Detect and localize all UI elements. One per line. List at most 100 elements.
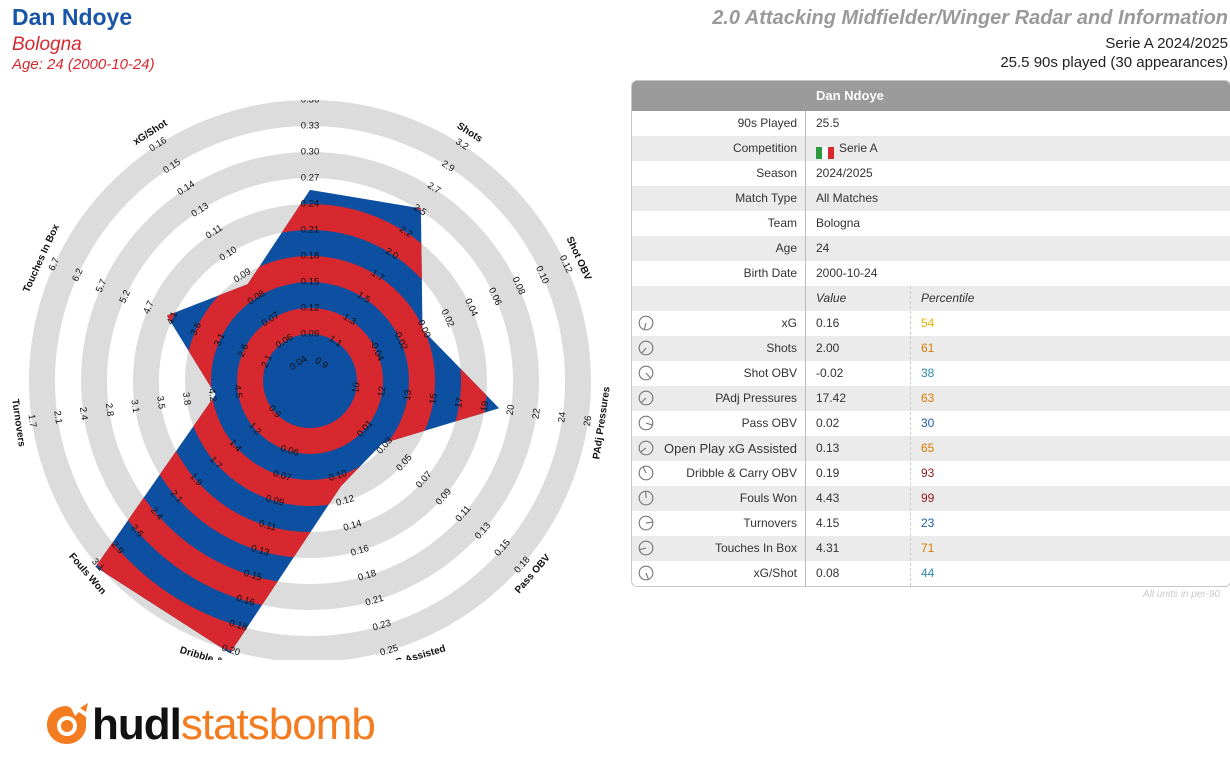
radar-tick-label: 0.16 [349, 543, 370, 559]
metric-percentile: 23 [921, 516, 935, 530]
radar-tick-label: 0.16 [235, 593, 256, 609]
metric-value: 0.08 [816, 566, 840, 580]
report-title: 2.0 Attacking Midfielder/Winger Radar an… [712, 7, 1228, 29]
metric-row: PAdj Pressures 17.42 63 [632, 386, 1230, 411]
info-row-label: Birth Date [743, 266, 797, 280]
radar-tick-label: 26 [582, 415, 594, 427]
metric-label: Dribble & Carry OBV [686, 466, 797, 480]
metric-percentile: 54 [921, 316, 935, 330]
radar-center [289, 360, 331, 402]
info-row-value: 2000-10-24 [816, 266, 878, 280]
radar-tick-label: 10 [350, 382, 362, 394]
radar-tick-label: 2.6 [236, 342, 251, 359]
metric-value: 0.13 [816, 441, 840, 455]
radar-chart: 0.09 0.12 0.15 0.18 0.21 0.24 0.27 0.30 0.33 0.36… [9, 100, 613, 660]
info-row-label: Team [767, 216, 797, 230]
info-panel-header: Dan Ndoye [632, 81, 1230, 111]
radar-tick-label: 0.06 [279, 443, 300, 459]
info-row: Age 24 [632, 236, 1230, 261]
metric-row: xG 0.16 54 [632, 311, 1230, 336]
gauge-icon [638, 365, 654, 390]
team-name: Bologna [12, 34, 82, 55]
radar-tick-label: 0.07 [272, 468, 293, 484]
radar-tick-label: 3.6 [189, 321, 204, 338]
metric-label: xG [781, 316, 797, 330]
italy-flag-icon [816, 143, 834, 159]
metric-value: 4.15 [816, 516, 840, 530]
metric-percentile: 38 [921, 366, 935, 380]
radar-axis-label: PAdj Pressures [591, 386, 612, 460]
radar-fill-band [237, 308, 383, 454]
radar-ring [29, 100, 591, 660]
radar-tick-label: 13 [402, 389, 414, 401]
radar-tick-label: 0.09 [301, 329, 320, 340]
info-row-label: Competition [732, 141, 797, 155]
metric-value: 0.16 [816, 316, 840, 330]
metric-label: PAdj Pressures [715, 391, 797, 405]
radar-tick-label: 4.7 [141, 299, 156, 316]
played-line: 25.5 90s played (30 appearances) [1000, 54, 1228, 71]
info-rows: 90s Played 25.5 Competition Serie A Season 20… [632, 111, 1230, 586]
radar-tick-label: 6.7 [47, 256, 62, 273]
gauge-icon [638, 490, 654, 515]
metric-label: Fouls Won [739, 491, 797, 505]
radar-axis-label: Turnovers [9, 398, 27, 448]
radar-tick-label: 2.4 [77, 406, 90, 421]
metric-percentile: 65 [921, 441, 935, 455]
radar-tick-label: 3.1 [128, 399, 141, 414]
radar-tick-label: 0.15 [242, 568, 263, 584]
metric-label: Turnovers [743, 516, 797, 530]
radar-tick-label: 3.8 [180, 391, 193, 406]
metric-label: Shot OBV [743, 366, 797, 380]
radar-tick-label: 5.2 [118, 288, 133, 305]
player-header: Dan Ndoye Bologna Age: 24 (2000-10-24) [12, 4, 155, 74]
metric-value: 0.02 [816, 416, 840, 430]
radar-ring [81, 152, 539, 610]
info-row-label: 90s Played [737, 116, 797, 130]
radar-tick-label: 0.33 [301, 121, 320, 132]
report-header: 2.0 Attacking Midfielder/Winger Radar an… [712, 6, 1228, 72]
metric-label: Pass OBV [741, 416, 797, 430]
radar-tick-label: 0.13 [250, 543, 271, 559]
metric-row: Dribble & Carry OBV 0.19 93 [632, 461, 1230, 486]
units-footnote: All units in per-90 [1142, 589, 1220, 600]
radar-tick-label: 5.7 [94, 278, 109, 295]
radar-tick-label: 0.20 [220, 643, 241, 659]
metric-row: Shot OBV -0.02 38 [632, 361, 1230, 386]
gauge-icon [638, 465, 654, 490]
metric-value: 4.31 [816, 541, 840, 555]
info-panel-title: Dan Ndoye [816, 88, 884, 103]
radar-tick-label: 0.11 [257, 518, 277, 534]
metric-value: 0.19 [816, 466, 840, 480]
metric-percentile: 71 [921, 541, 935, 555]
metric-value: 17.42 [816, 391, 847, 405]
metric-percentile: 30 [921, 416, 935, 430]
statsbomb-logo-icon [47, 703, 88, 744]
radar-tick-label: 15 [427, 393, 439, 405]
gauge-icon [638, 390, 654, 415]
info-row-label: Match Type [735, 191, 797, 205]
radar-tick-label: 0.27 [301, 173, 320, 184]
radar-tick-label: 0.23 [371, 618, 392, 634]
metric-row: Turnovers 4.15 23 [632, 511, 1230, 536]
radar-tick-label: 20 [505, 404, 517, 416]
info-row-value: 25.5 [816, 116, 840, 130]
age-line: Age: 24 (2000-10-24) [12, 56, 155, 73]
radar-tick-label: 22 [530, 408, 542, 420]
gauge-icon [638, 340, 654, 365]
radar-tick-label: 19 [479, 400, 491, 412]
metric-row: Open Play xG Assisted 0.13 65 [632, 436, 1230, 461]
metric-row: xG/Shot 0.08 44 [632, 561, 1230, 586]
radar-tick-label: 4.1 [165, 310, 180, 327]
brand-logo: hudlstatsbomb [42, 700, 376, 750]
metric-row: Fouls Won 4.43 99 [632, 486, 1230, 511]
radar-tick-label: 0.18 [357, 568, 378, 584]
radar-tick-label: 0.12 [335, 493, 356, 509]
info-row: Team Bologna [632, 211, 1230, 236]
radar-tick-label: 3.5 [154, 395, 167, 410]
gauge-icon [638, 515, 654, 540]
gauge-icon [638, 540, 654, 565]
info-row-value: Serie A [816, 136, 878, 161]
info-row-label: Season [756, 166, 797, 180]
radar-tick-label: 1.7 [26, 414, 39, 429]
